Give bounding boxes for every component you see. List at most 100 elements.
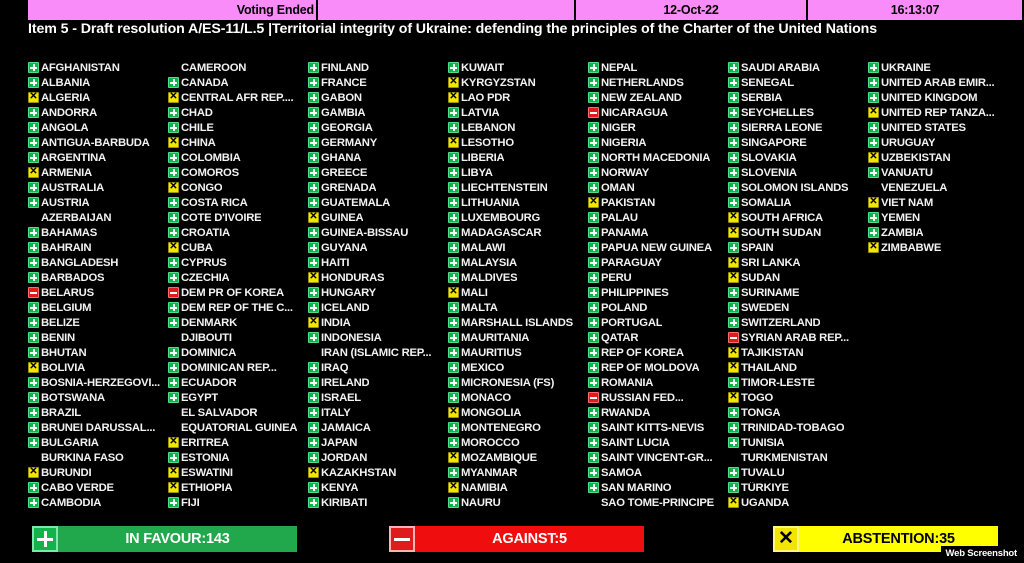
country-name: INDIA [321, 316, 351, 329]
vote-yes-icon [168, 197, 179, 208]
vote-yes-icon [168, 167, 179, 178]
vote-yes-icon [308, 287, 319, 298]
country-row: ESWATINI [168, 465, 308, 480]
country-row: SYRIAN ARAB REP... [728, 330, 868, 345]
vote-yes-icon [28, 392, 39, 403]
vote-yes-icon [588, 287, 599, 298]
vote-yes-icon [308, 107, 319, 118]
country-name: SOMALIA [741, 196, 792, 209]
country-row: UGANDA [728, 495, 868, 510]
vote-abstain-icon [448, 407, 459, 418]
vote-none-icon [168, 332, 179, 343]
country-name: MEXICO [461, 361, 505, 374]
country-row: LUXEMBOURG [448, 210, 588, 225]
country-name: MONTENEGRO [461, 421, 541, 434]
vote-yes-icon [308, 62, 319, 73]
vote-yes-icon [168, 362, 179, 373]
country-row: ZIMBABWE [868, 240, 1008, 255]
vote-abstain-icon [168, 242, 179, 253]
country-row: SEYCHELLES [728, 105, 868, 120]
country-row: LEBANON [448, 120, 588, 135]
country-row: BELIZE [28, 315, 168, 330]
resolution-title: Item 5 - Draft resolution A/ES-11/L.5 |T… [28, 21, 878, 37]
country-name: EQUATORIAL GUINEA [181, 421, 298, 434]
vote-yes-icon [308, 332, 319, 343]
country-name: CONGO [181, 181, 223, 194]
country-name: SAMOA [601, 466, 642, 479]
country-row: ALBANIA [28, 75, 168, 90]
country-name: GUYANA [321, 241, 368, 254]
vote-yes-icon [868, 167, 879, 178]
country-name: LATVIA [461, 106, 500, 119]
country-row: MALI [448, 285, 588, 300]
vote-yes-icon [308, 452, 319, 463]
country-name: DOMINICAN REP... [181, 361, 277, 374]
country-row: BELARUS [28, 285, 168, 300]
country-row: ARMENIA [28, 165, 168, 180]
country-row: HONDURAS [308, 270, 448, 285]
vote-yes-icon [588, 137, 599, 148]
country-name: ZAMBIA [881, 226, 924, 239]
vote-abstain-icon [28, 92, 39, 103]
vote-yes-icon [28, 137, 39, 148]
country-name: CHINA [181, 136, 216, 149]
vote-yes-icon [588, 62, 599, 73]
vote-abstain-icon [28, 362, 39, 373]
country-row: FRANCE [308, 75, 448, 90]
vote-yes-icon [28, 347, 39, 358]
vote-yes-icon [728, 152, 739, 163]
vote-yes-icon [448, 167, 459, 178]
country-name: SOUTH SUDAN [741, 226, 822, 239]
country-name: NIGERIA [601, 136, 647, 149]
country-name: VIET NAM [881, 196, 933, 209]
country-name: SYRIAN ARAB REP... [741, 331, 849, 344]
country-row: ESTONIA [168, 450, 308, 465]
vote-yes-icon [28, 107, 39, 118]
country-name: NETHERLANDS [601, 76, 684, 89]
country-row: OMAN [588, 180, 728, 195]
country-name: ANGOLA [41, 121, 89, 134]
in-favour-label: IN FAVOUR:143 [58, 526, 297, 552]
country-row: SWITZERLAND [728, 315, 868, 330]
tally-bar: IN FAVOUR:143 AGAINST:5 ABSTENTION:35 [0, 526, 1024, 552]
vote-yes-icon [588, 422, 599, 433]
country-row: IRAQ [308, 360, 448, 375]
country-name: GABON [321, 91, 362, 104]
country-row: SIERRA LEONE [728, 120, 868, 135]
vote-yes-icon [28, 77, 39, 88]
vote-column: NEPAL NETHERLANDS NEW ZEALAND NICARAGUA NIGE… [588, 60, 728, 515]
country-row: GERMANY [308, 135, 448, 150]
country-row: EL SALVADOR [168, 405, 308, 420]
vote-yes-icon [308, 167, 319, 178]
country-row: AFGHANISTAN [28, 60, 168, 75]
country-row: YEMEN [868, 210, 1008, 225]
country-row: ZAMBIA [868, 225, 1008, 240]
vote-yes-icon [168, 107, 179, 118]
country-name: SAN MARINO [601, 481, 672, 494]
country-row: LIECHTENSTEIN [448, 180, 588, 195]
country-name: UZBEKISTAN [881, 151, 951, 164]
country-name: FRANCE [321, 76, 367, 89]
country-name: CYPRUS [181, 256, 227, 269]
country-name: DEM REP OF THE C... [181, 301, 293, 314]
country-name: VANUATU [881, 166, 933, 179]
vote-abstain-icon [728, 257, 739, 268]
country-name: MADAGASCAR [461, 226, 542, 239]
vote-yes-icon [728, 287, 739, 298]
country-name: UGANDA [741, 496, 790, 509]
country-row: ISRAEL [308, 390, 448, 405]
country-name: CAMEROON [181, 61, 247, 74]
vote-abstain-icon [28, 467, 39, 478]
vote-yes-icon [588, 122, 599, 133]
country-name: NORWAY [601, 166, 650, 179]
country-row: LIBERIA [448, 150, 588, 165]
vote-yes-icon [168, 122, 179, 133]
vote-abstain-icon [588, 197, 599, 208]
vote-abstain-icon [168, 137, 179, 148]
vote-yes-icon [308, 182, 319, 193]
country-name: DOMINICA [181, 346, 237, 359]
vote-yes-icon [728, 482, 739, 493]
country-row: MALAYSIA [448, 255, 588, 270]
watermark: Web Screenshot [940, 546, 1022, 561]
vote-yes-icon [588, 167, 599, 178]
